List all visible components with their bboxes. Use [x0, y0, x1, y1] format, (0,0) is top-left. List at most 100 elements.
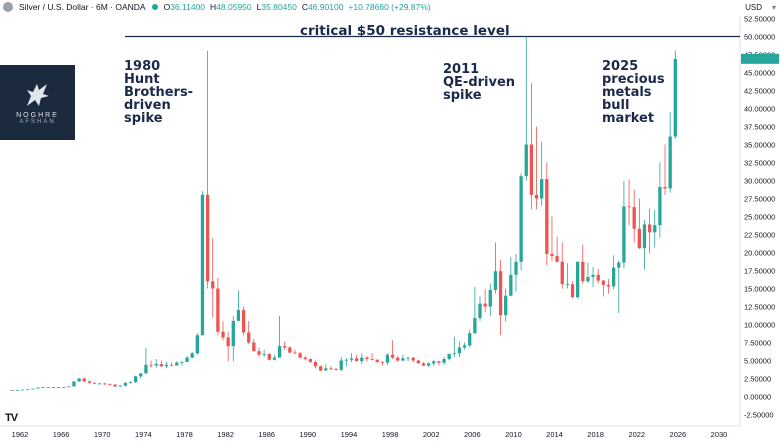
- candle-body: [411, 357, 415, 361]
- candle-body: [252, 342, 256, 352]
- candle-body: [344, 359, 349, 361]
- candle-body: [447, 354, 451, 360]
- y-tick-label: 12.50000: [744, 303, 775, 312]
- candle-body: [20, 389, 25, 391]
- x-tick-label: 2014: [546, 430, 563, 439]
- candle-body: [154, 364, 158, 366]
- annotation-2025: 2025 precious metals bull market: [602, 60, 665, 125]
- candle-body: [421, 363, 426, 366]
- candle-body: [570, 284, 575, 298]
- candle-body: [329, 368, 333, 370]
- annotation-2011: 2011 QE-driven spike: [443, 63, 515, 102]
- candle-body: [380, 361, 384, 363]
- x-tick-label: 1986: [258, 430, 275, 439]
- candle-body: [41, 387, 45, 389]
- high-value: 48.05950: [216, 2, 252, 12]
- griffin-icon: [26, 84, 49, 106]
- x-tick-label: 2022: [628, 430, 645, 439]
- candle-body: [272, 357, 277, 360]
- y-tick-label: 5.00000: [744, 357, 771, 366]
- chart-header: Silver / U.S. Dollar · 6M · OANDA O36.11…: [0, 0, 740, 14]
- close-label: C: [301, 2, 308, 12]
- y-tick-label: -2.50000: [744, 411, 774, 420]
- current-price-tag: [741, 53, 779, 64]
- candle-body: [77, 378, 81, 382]
- candle-body: [298, 353, 302, 358]
- candle-body: [51, 387, 56, 389]
- candle-body: [375, 359, 379, 362]
- candle-body: [658, 186, 662, 226]
- candle-body: [149, 364, 153, 366]
- candle-body: [247, 332, 251, 343]
- ohlc-readout: O36.11400 H48.05950 L35.80450 C46.90100 …: [164, 2, 431, 12]
- candle-body: [26, 389, 30, 391]
- candle-body: [668, 136, 672, 189]
- candle-body: [123, 382, 128, 386]
- resistance-annotation: critical $50 resistance level: [300, 23, 510, 39]
- y-tick-label: 30.00000: [744, 177, 775, 186]
- currency-label[interactable]: USD: [745, 3, 762, 12]
- open-label: O: [163, 2, 171, 12]
- y-tick-label: 37.50000: [744, 123, 775, 132]
- x-tick-label: 1978: [176, 430, 193, 439]
- y-tick-label: 45.00000: [744, 69, 775, 78]
- candle-body: [241, 310, 246, 333]
- x-tick-label: 1998: [382, 430, 399, 439]
- candle-body: [92, 382, 97, 384]
- candle-body: [637, 228, 641, 249]
- annotation-2011-line: QE-driven: [443, 75, 516, 90]
- y-tick-label: 2.50000: [744, 375, 771, 384]
- market-status-icon: [151, 4, 158, 10]
- candle-body: [303, 357, 307, 360]
- candle-body: [355, 358, 359, 362]
- y-tick-label: 22.50000: [744, 231, 775, 240]
- candle-body: [133, 376, 138, 383]
- candle-body: [103, 383, 107, 385]
- candle-body: [319, 366, 323, 371]
- candle-body: [257, 351, 261, 355]
- candle-body: [534, 194, 539, 199]
- candle-body: [313, 361, 318, 367]
- annotation-1980: 1980 Hunt Brothers- driven spike: [124, 60, 193, 125]
- candle-body: [611, 267, 616, 287]
- chevron-down-icon[interactable]: ▾: [771, 3, 776, 12]
- candle-body: [493, 271, 498, 290]
- candle-body: [360, 357, 364, 362]
- annotation-1980-line: spike: [124, 111, 163, 126]
- tradingview-logo[interactable]: TV: [5, 412, 18, 424]
- candle-body: [524, 144, 528, 177]
- candle-body: [365, 357, 369, 360]
- candle-body: [62, 387, 66, 389]
- low-value: 35.80450: [261, 2, 297, 12]
- candle-body: [185, 357, 189, 362]
- candle-body: [118, 385, 122, 387]
- candle-body: [205, 194, 210, 282]
- candle-body: [663, 186, 667, 189]
- candle-body: [586, 276, 590, 282]
- candle-body: [108, 384, 112, 386]
- candle-body: [483, 303, 487, 307]
- candle-body: [462, 345, 467, 348]
- candle-body: [267, 354, 271, 360]
- candle-body: [82, 378, 86, 382]
- candle-body: [113, 384, 117, 387]
- high-label: H: [210, 2, 217, 12]
- candle-body: [529, 144, 534, 195]
- candle-body: [180, 361, 184, 363]
- candle-body: [36, 387, 40, 389]
- x-tick-label: 1990: [299, 430, 316, 439]
- x-tick-label: 1970: [94, 430, 111, 439]
- candle-body: [468, 333, 472, 346]
- x-tick-label: 2002: [423, 430, 440, 439]
- candle-body: [221, 331, 225, 338]
- candle-body: [293, 352, 297, 354]
- annotation-1980-line: driven: [124, 98, 171, 113]
- candle-body: [128, 382, 133, 383]
- candle-body: [488, 289, 492, 307]
- candle-body: [175, 362, 179, 366]
- candle-body: [56, 387, 61, 389]
- symbol-title[interactable]: Silver / U.S. Dollar · 6M · OANDA: [19, 2, 146, 12]
- y-tick-label: 15.00000: [744, 285, 775, 294]
- candle-body: [190, 353, 194, 358]
